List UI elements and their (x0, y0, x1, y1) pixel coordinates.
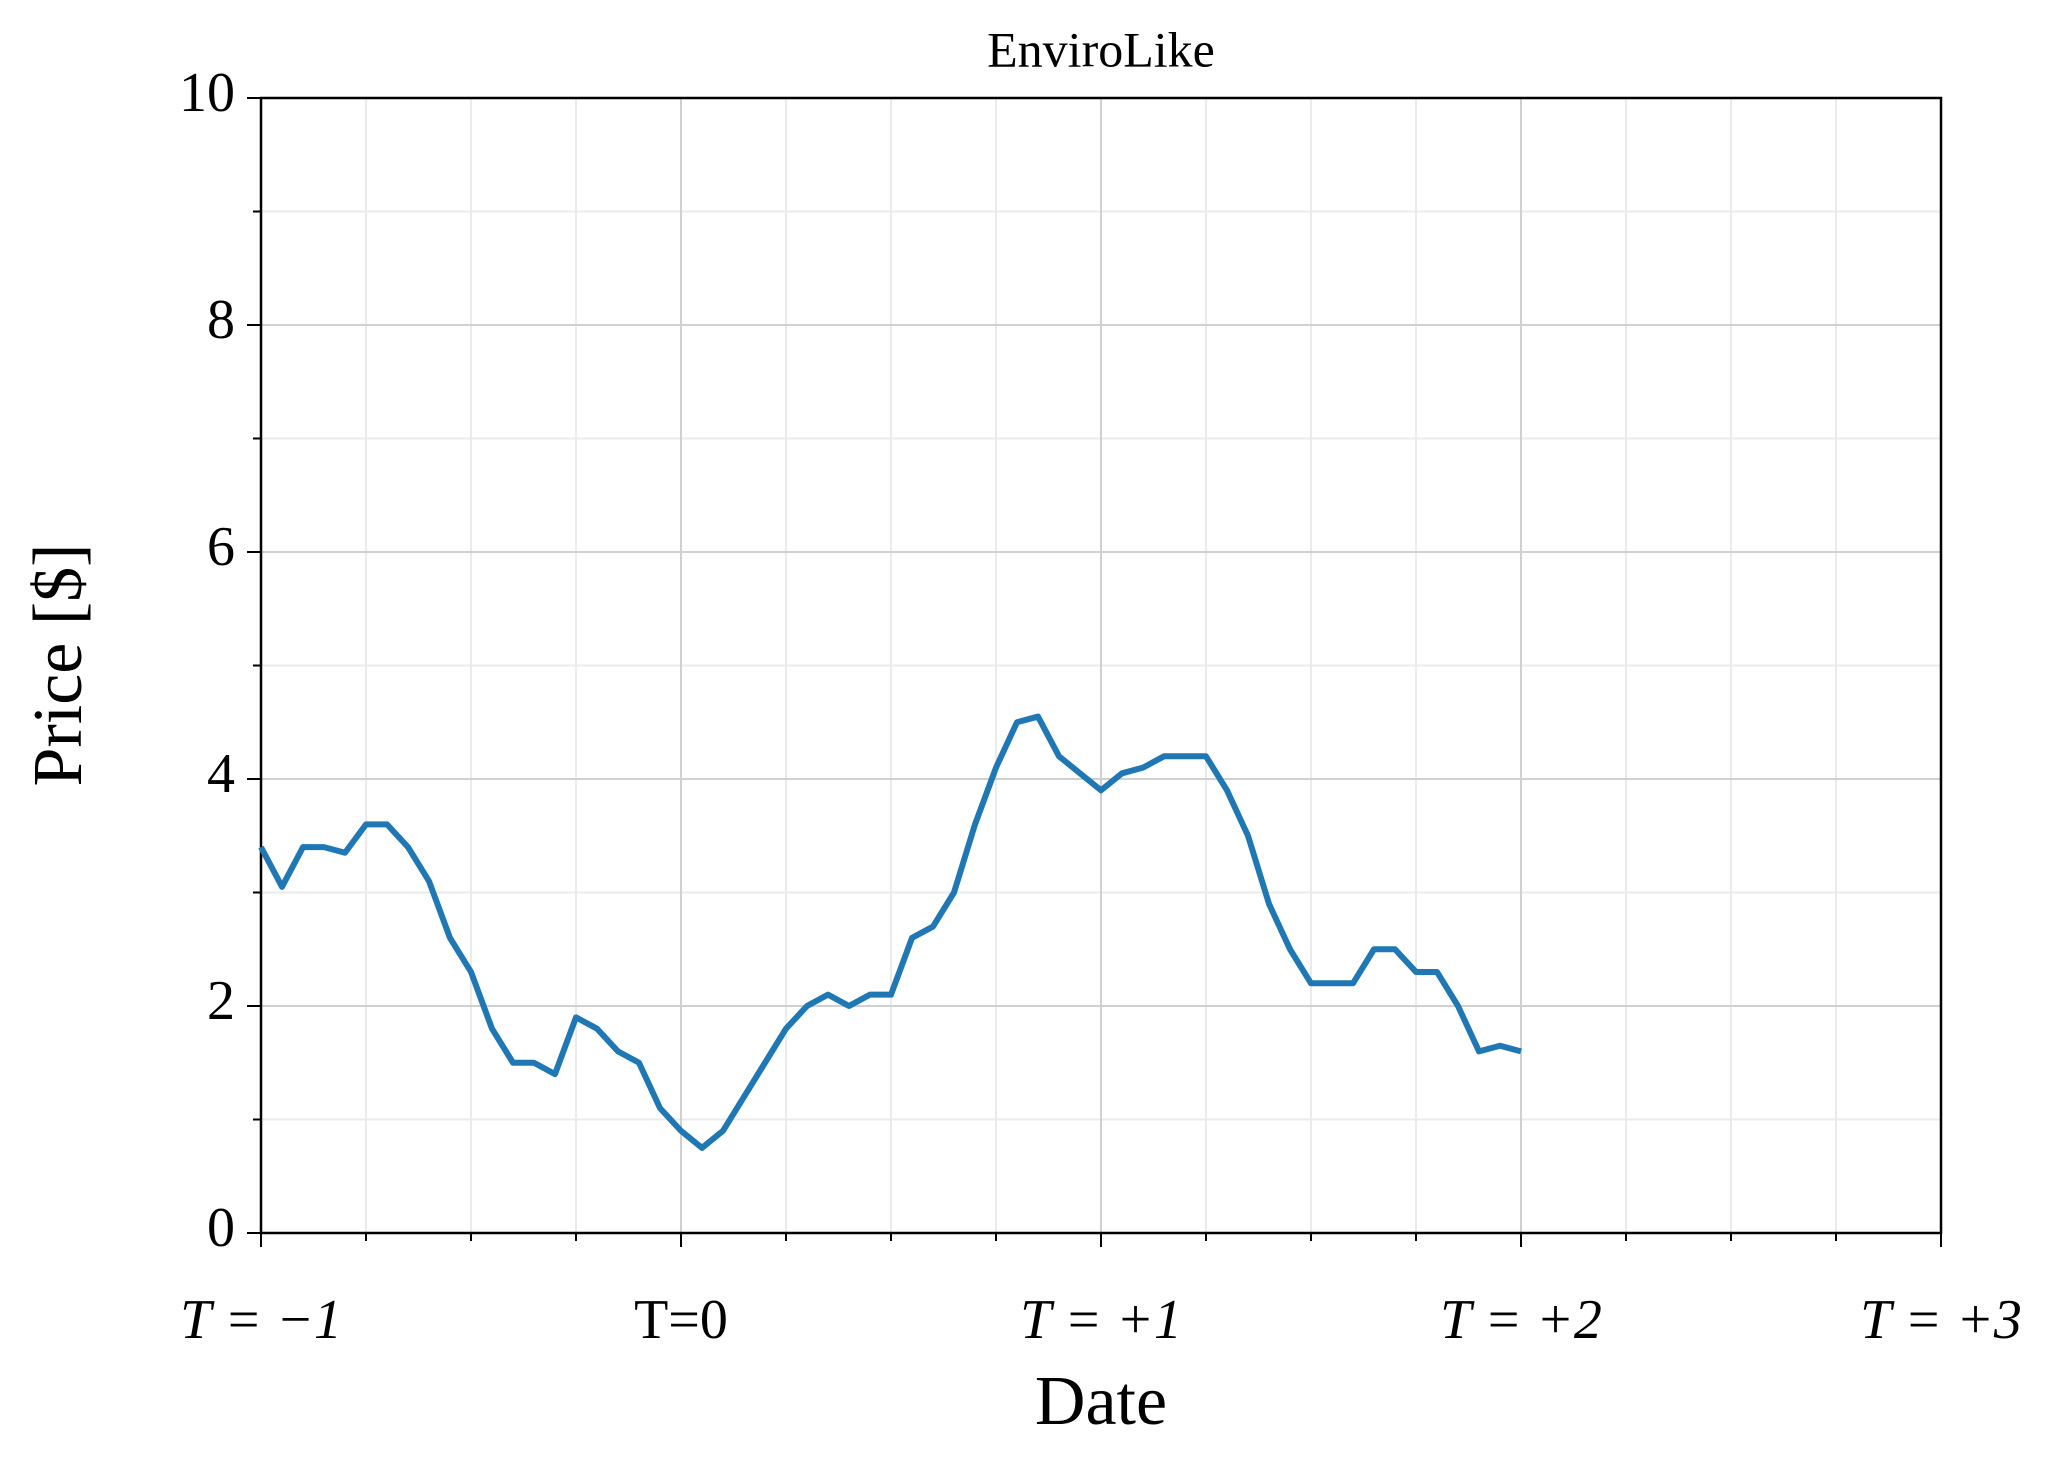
y-tick-label: 8 (207, 289, 235, 351)
x-tick-label: T = +3 (1860, 1289, 2022, 1351)
y-tick-label: 6 (207, 516, 235, 578)
y-tick-label: 0 (207, 1197, 235, 1259)
y-tick-label: 10 (179, 62, 235, 124)
chart-title: EnviroLike (987, 21, 1215, 77)
x-tick-label: T = +2 (1440, 1289, 1602, 1351)
x-tick-label: T = −1 (180, 1289, 342, 1351)
x-tick-label: T=0 (634, 1289, 728, 1351)
y-tick-label: 4 (207, 743, 235, 805)
price-line (258, 713, 1522, 1151)
y-axis-label: Price [$] (20, 544, 97, 787)
y-tick-label: 2 (207, 970, 235, 1032)
x-tick-label: T = +1 (1020, 1289, 1182, 1351)
x-axis-label: Date (1035, 1363, 1167, 1440)
plot-frame (259, 96, 1943, 1235)
